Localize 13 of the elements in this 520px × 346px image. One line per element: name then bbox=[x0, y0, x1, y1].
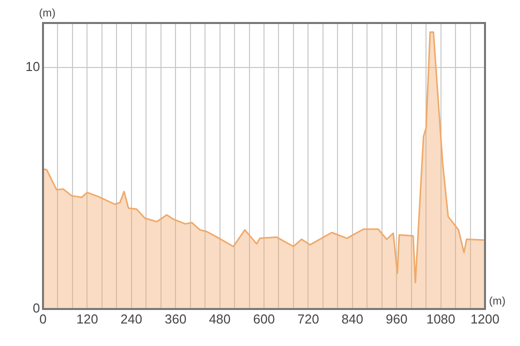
x-tick-label: 1200 bbox=[470, 311, 500, 326]
x-tick-label: 360 bbox=[164, 311, 186, 326]
x-tick-label: 960 bbox=[386, 311, 408, 326]
y-tick-label: 10 bbox=[26, 59, 40, 74]
x-tick-label: 1080 bbox=[426, 311, 456, 326]
y-axis-title: (m) bbox=[39, 8, 56, 20]
x-tick-label: 480 bbox=[208, 311, 231, 326]
x-tick-label: 120 bbox=[76, 311, 98, 326]
x-tick-label: 600 bbox=[253, 311, 275, 326]
x-tick-label: 240 bbox=[120, 311, 142, 326]
x-tick-label: 720 bbox=[297, 311, 320, 326]
x-axis-title: (m) bbox=[489, 296, 506, 308]
x-tick-label: 840 bbox=[342, 311, 364, 326]
